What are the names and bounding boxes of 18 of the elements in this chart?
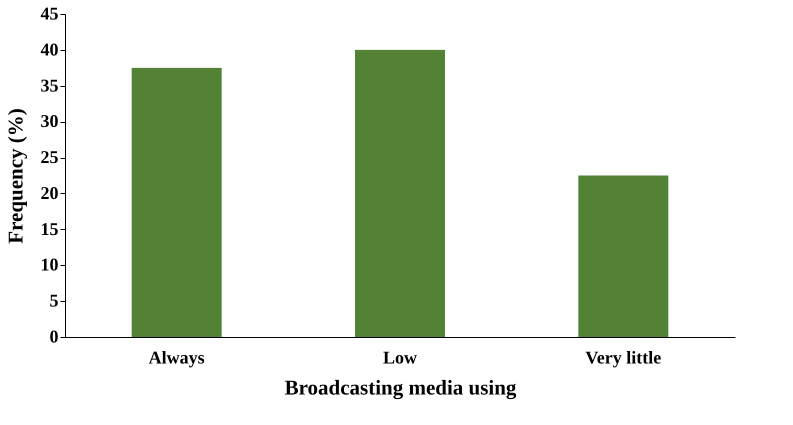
x-tick-label: Low [382, 348, 418, 368]
y-tick-label: 15 [40, 218, 58, 239]
y-tick-label: 10 [40, 254, 58, 275]
y-axis-title: Frequency (%) [4, 108, 28, 244]
bar [355, 50, 445, 337]
bar [578, 176, 668, 337]
x-tick-label: Very little [585, 348, 662, 368]
y-tick-label: 40 [40, 39, 58, 60]
y-tick-label: 35 [40, 75, 58, 96]
x-axis-title: Broadcasting media using [284, 376, 517, 400]
y-tick-label: 20 [40, 182, 58, 203]
y-tick-label: 0 [50, 326, 58, 346]
y-tick-label: 5 [50, 290, 58, 311]
y-tick-label: 25 [40, 147, 58, 168]
y-tick-label: 30 [40, 111, 58, 132]
y-tick-label: 45 [40, 4, 58, 24]
x-tick-label: Always [148, 348, 205, 368]
bar [132, 68, 222, 337]
